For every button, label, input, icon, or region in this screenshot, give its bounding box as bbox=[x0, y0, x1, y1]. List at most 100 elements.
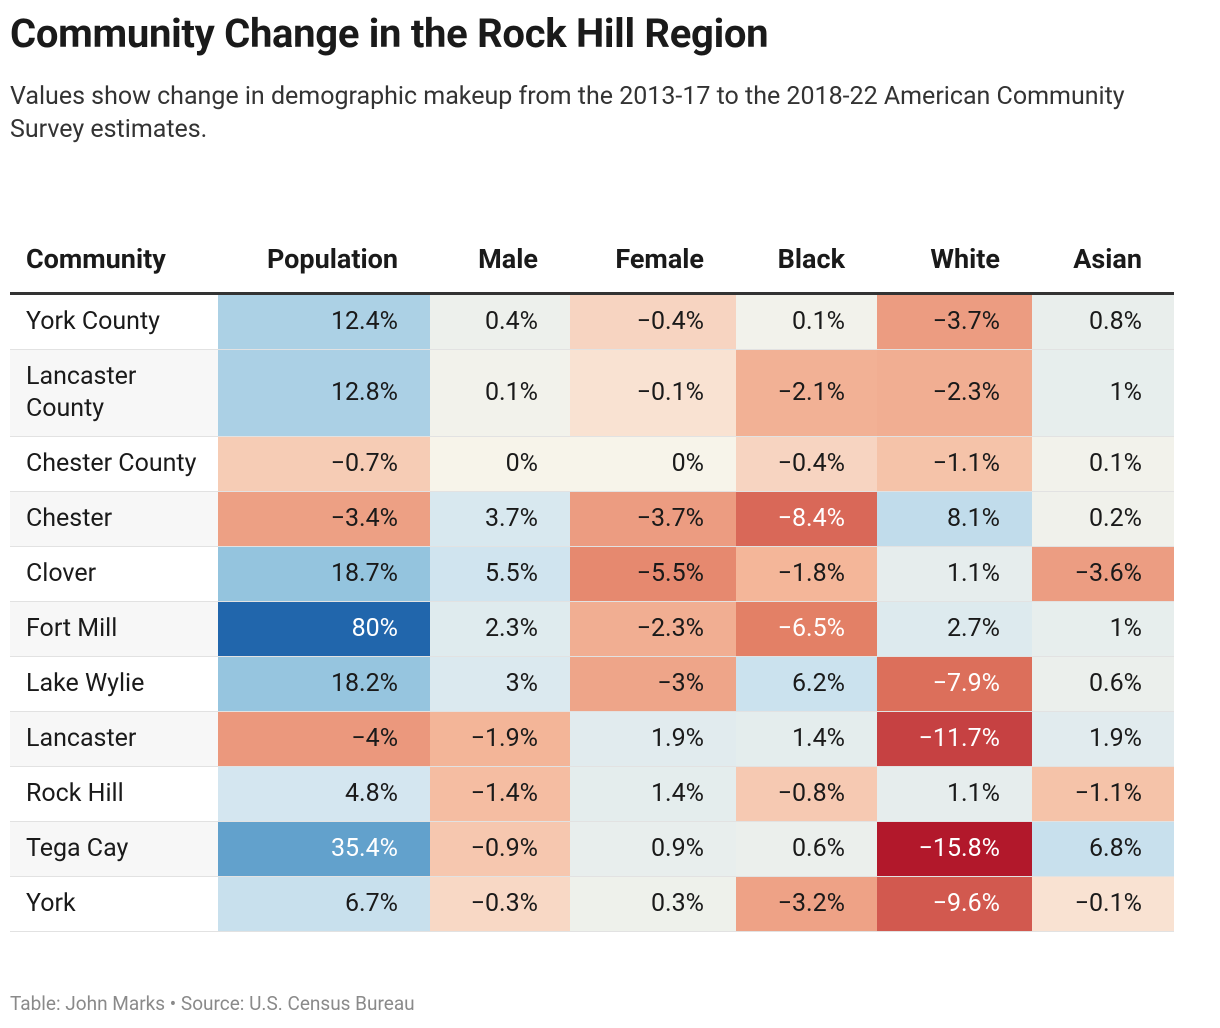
subtitle: Values show change in demographic makeup… bbox=[10, 82, 1125, 144]
value-cell: −1.4% bbox=[430, 766, 570, 822]
value-cell: 4.8% bbox=[218, 766, 430, 822]
value-cell: −4% bbox=[218, 711, 430, 767]
value-cell: 6.8% bbox=[1032, 821, 1174, 877]
value-cell: 1.4% bbox=[736, 711, 877, 767]
column-header: White bbox=[877, 226, 1032, 295]
community-cell: Lancaster County bbox=[10, 349, 218, 437]
value-cell: 0.9% bbox=[570, 821, 736, 877]
table-row: York 6.7% −0.3% 0.3% −3.2% −9.6% −0.1% bbox=[10, 876, 1174, 932]
value-cell: 1.9% bbox=[1032, 711, 1174, 767]
column-header: Community bbox=[10, 226, 218, 295]
value-cell: −7.9% bbox=[877, 656, 1032, 712]
value-cell: 0.2% bbox=[1032, 491, 1174, 547]
community-cell: Chester County bbox=[10, 436, 218, 492]
value-cell: −2.3% bbox=[570, 601, 736, 657]
community-cell: Chester bbox=[10, 491, 218, 547]
value-cell: 6.2% bbox=[736, 656, 877, 712]
value-cell: 1% bbox=[1032, 601, 1174, 657]
value-cell: 18.7% bbox=[218, 546, 430, 602]
value-cell: 6.7% bbox=[218, 876, 430, 932]
value-cell: −6.5% bbox=[736, 601, 877, 657]
value-cell: 8.1% bbox=[877, 491, 1032, 547]
value-cell: −11.7% bbox=[877, 711, 1032, 767]
column-header: Male bbox=[430, 226, 570, 295]
value-cell: 12.4% bbox=[218, 293, 430, 350]
data-table: Community Population Male Female Black White A… bbox=[10, 226, 1174, 932]
value-cell: 12.8% bbox=[218, 349, 430, 437]
community-cell: Lancaster bbox=[10, 711, 218, 767]
value-cell: 0.6% bbox=[1032, 656, 1174, 712]
value-cell: 1% bbox=[1032, 349, 1174, 437]
value-cell: −1.9% bbox=[430, 711, 570, 767]
value-cell: −0.1% bbox=[1032, 876, 1174, 932]
value-cell: 0.4% bbox=[430, 293, 570, 350]
value-cell: −9.6% bbox=[877, 876, 1032, 932]
value-cell: −3.6% bbox=[1032, 546, 1174, 602]
value-cell: −8.4% bbox=[736, 491, 877, 547]
value-cell: −0.4% bbox=[736, 436, 877, 492]
value-cell: −0.8% bbox=[736, 766, 877, 822]
table-row: Lancaster −4% −1.9% 1.9% 1.4% −11.7% 1.9% bbox=[10, 711, 1174, 767]
value-cell: 0.8% bbox=[1032, 293, 1174, 350]
community-cell: York County bbox=[10, 293, 218, 350]
column-header: Black bbox=[736, 226, 877, 295]
value-cell: 3% bbox=[430, 656, 570, 712]
table-row: Tega Cay 35.4% −0.9% 0.9% 0.6% −15.8% 6.8% bbox=[10, 821, 1174, 877]
value-cell: −0.1% bbox=[570, 349, 736, 437]
column-header: Population bbox=[218, 226, 430, 295]
value-cell: 3.7% bbox=[430, 491, 570, 547]
value-cell: 1.9% bbox=[570, 711, 736, 767]
value-cell: −0.7% bbox=[218, 436, 430, 492]
table-row: Clover 18.7% 5.5% −5.5% −1.8% 1.1% −3.6% bbox=[10, 546, 1174, 602]
value-cell: −0.4% bbox=[570, 293, 736, 350]
table-row: Rock Hill 4.8% −1.4% 1.4% −0.8% 1.1% −1.1% bbox=[10, 766, 1174, 822]
column-header: Asian bbox=[1032, 226, 1174, 295]
table-row: Lancaster County 12.8% 0.1% −0.1% −2.1% −2.3%… bbox=[10, 349, 1174, 437]
value-cell: −2.3% bbox=[877, 349, 1032, 437]
value-cell: 0.1% bbox=[430, 349, 570, 437]
value-cell: 5.5% bbox=[430, 546, 570, 602]
value-cell: 0.6% bbox=[736, 821, 877, 877]
column-header: Female bbox=[570, 226, 736, 295]
value-cell: 2.3% bbox=[430, 601, 570, 657]
value-cell: −1.8% bbox=[736, 546, 877, 602]
community-cell: Tega Cay bbox=[10, 821, 218, 877]
community-cell: Lake Wylie bbox=[10, 656, 218, 712]
table-row: Chester −3.4% 3.7% −3.7% −8.4% 8.1% 0.2% bbox=[10, 491, 1174, 547]
title: Community Change in the Rock Hill Region bbox=[10, 10, 769, 57]
community-cell: Rock Hill bbox=[10, 766, 218, 822]
value-cell: −15.8% bbox=[877, 821, 1032, 877]
value-cell: −2.1% bbox=[736, 349, 877, 437]
value-cell: 1.1% bbox=[877, 766, 1032, 822]
value-cell: −3.2% bbox=[736, 876, 877, 932]
table-row: Lake Wylie 18.2% 3% −3% 6.2% −7.9% 0.6% bbox=[10, 656, 1174, 712]
value-cell: 0.1% bbox=[1032, 436, 1174, 492]
header-row: Community Population Male Female Black White A… bbox=[10, 226, 1174, 295]
value-cell: −0.3% bbox=[430, 876, 570, 932]
value-cell: −3.4% bbox=[218, 491, 430, 547]
table-row: Chester County −0.7% 0% 0% −0.4% −1.1% 0.1% bbox=[10, 436, 1174, 492]
value-cell: −3.7% bbox=[877, 293, 1032, 350]
value-cell: 1.4% bbox=[570, 766, 736, 822]
value-cell: 0% bbox=[430, 436, 570, 492]
table-row: York County 12.4% 0.4% −0.4% 0.1% −3.7% 0.8% bbox=[10, 293, 1174, 350]
value-cell: 2.7% bbox=[877, 601, 1032, 657]
community-cell: York bbox=[10, 876, 218, 932]
value-cell: 1.1% bbox=[877, 546, 1032, 602]
value-cell: −3% bbox=[570, 656, 736, 712]
value-cell: 0.3% bbox=[570, 876, 736, 932]
value-cell: −5.5% bbox=[570, 546, 736, 602]
value-cell: 18.2% bbox=[218, 656, 430, 712]
value-cell: −3.7% bbox=[570, 491, 736, 547]
value-cell: 0% bbox=[570, 436, 736, 492]
value-cell: 35.4% bbox=[218, 821, 430, 877]
value-cell: −1.1% bbox=[877, 436, 1032, 492]
table-row: Fort Mill 80% 2.3% −2.3% −6.5% 2.7% 1% bbox=[10, 601, 1174, 657]
community-cell: Clover bbox=[10, 546, 218, 602]
footer: Table: John Marks • Source: U.S. Census … bbox=[10, 992, 415, 1015]
value-cell: 80% bbox=[218, 601, 430, 657]
value-cell: −1.1% bbox=[1032, 766, 1174, 822]
value-cell: −0.9% bbox=[430, 821, 570, 877]
value-cell: 0.1% bbox=[736, 293, 877, 350]
